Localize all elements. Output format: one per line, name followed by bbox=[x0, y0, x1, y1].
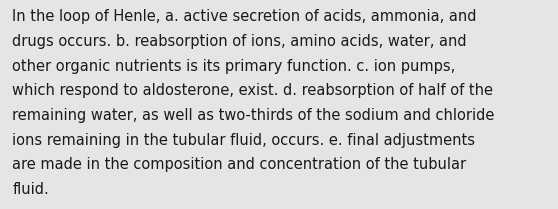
Text: remaining water, as well as two-thirds of the sodium and chloride: remaining water, as well as two-thirds o… bbox=[12, 108, 494, 123]
Text: drugs occurs. b. reabsorption of ions, amino acids, water, and: drugs occurs. b. reabsorption of ions, a… bbox=[12, 34, 467, 49]
Text: are made in the composition and concentration of the tubular: are made in the composition and concentr… bbox=[12, 157, 466, 172]
Text: ions remaining in the tubular fluid, occurs. e. final adjustments: ions remaining in the tubular fluid, occ… bbox=[12, 133, 475, 148]
Text: which respond to aldosterone, exist. d. reabsorption of half of the: which respond to aldosterone, exist. d. … bbox=[12, 83, 493, 98]
Text: other organic nutrients is its primary function. c. ion pumps,: other organic nutrients is its primary f… bbox=[12, 59, 455, 74]
Text: In the loop of Henle, a. active secretion of acids, ammonia, and: In the loop of Henle, a. active secretio… bbox=[12, 9, 477, 24]
Text: fluid.: fluid. bbox=[12, 182, 49, 197]
